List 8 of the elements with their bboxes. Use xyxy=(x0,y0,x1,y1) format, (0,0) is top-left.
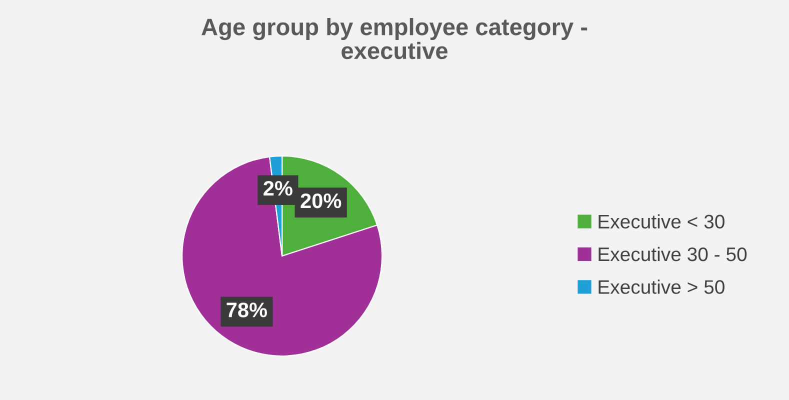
data-label: 2% xyxy=(264,180,292,196)
legend-label: Executive < 30 xyxy=(598,214,724,229)
chart-title: Age group by employee category - executive xyxy=(202,18,588,60)
data-label: 20% xyxy=(300,193,342,208)
data-label: 78% xyxy=(226,302,268,318)
legend-label: Executive 30 - 50 xyxy=(598,246,747,262)
pie-slice xyxy=(182,156,383,357)
legend-label: Executive > 50 xyxy=(598,280,724,294)
